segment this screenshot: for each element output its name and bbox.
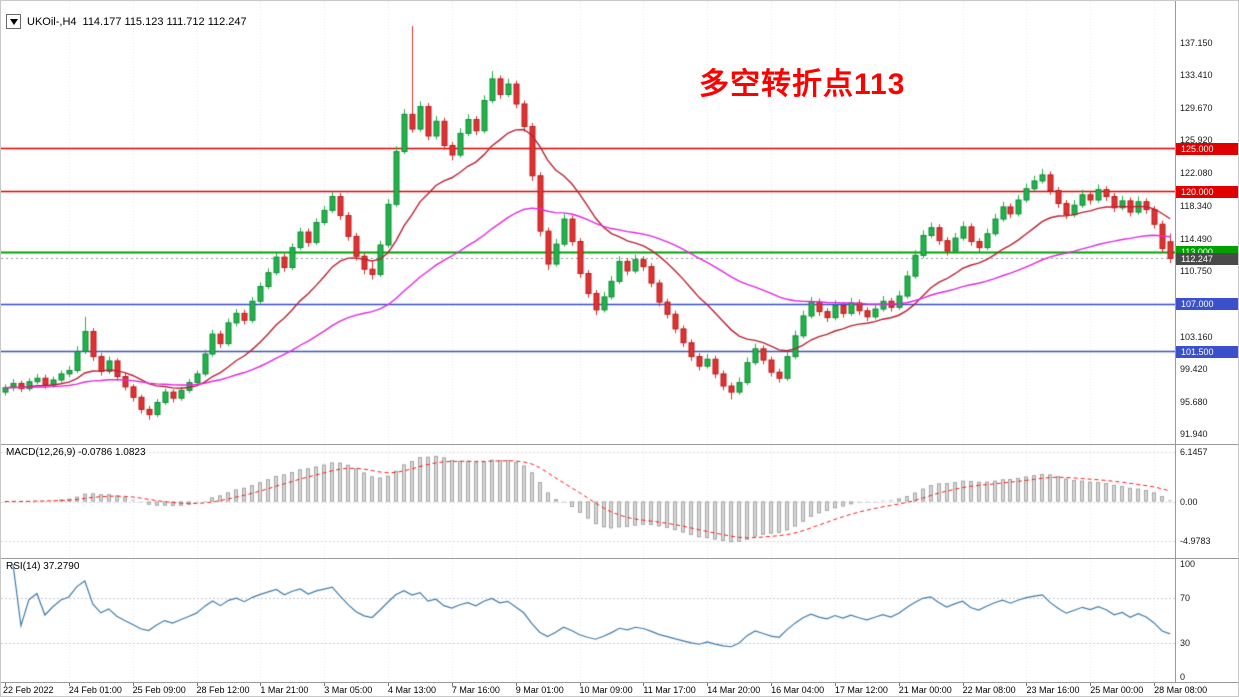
- time-axis-label: 22 Feb 2022: [3, 685, 54, 695]
- time-axis-label: 14 Mar 20:00: [707, 685, 761, 695]
- time-axis-label: 21 Mar 00:00: [898, 685, 952, 695]
- time-tick: [197, 683, 198, 686]
- time-tick: [324, 683, 325, 686]
- time-tick: [835, 683, 836, 686]
- time-axis-label: 10 Mar 09:00: [579, 685, 633, 695]
- price-axis-label: 125.920: [1180, 135, 1213, 146]
- time-tick: [69, 683, 70, 686]
- price-axis-label: 103.160: [1180, 332, 1213, 343]
- price-axis-label: 95.680: [1180, 396, 1208, 407]
- price-axis-label: 122.080: [1180, 168, 1213, 179]
- price-badge-120.000: 120.000: [1176, 185, 1238, 198]
- price-axis-label: 129.670: [1180, 102, 1213, 113]
- time-axis-label: 9 Mar 01:00: [515, 685, 564, 695]
- time-axis-label: 24 Feb 01:00: [68, 685, 122, 695]
- time-tick: [260, 683, 261, 686]
- time-axis-label: 25 Mar 00:00: [1090, 685, 1144, 695]
- time-axis-label: 17 Mar 12:00: [834, 685, 888, 695]
- macd-axis-label: 0.00: [1180, 496, 1198, 507]
- price-axis-label: 114.490: [1180, 234, 1212, 245]
- rsi-axis-label: 70: [1180, 592, 1191, 603]
- time-axis-label: 23 Mar 16:00: [1026, 685, 1080, 695]
- time-tick: [1154, 683, 1155, 686]
- time-axis-label: 3 Mar 05:00: [324, 685, 373, 695]
- macd-canvas[interactable]: [1, 445, 1175, 558]
- time-tick: [643, 683, 644, 686]
- price-axis-label: 99.420: [1180, 364, 1208, 375]
- time-axis-label: 11 Mar 17:00: [643, 685, 696, 695]
- time-tick: [452, 683, 453, 686]
- rsi-axis-label: 0: [1180, 672, 1186, 682]
- time-axis-label: 28 Feb 12:00: [196, 685, 250, 695]
- macd-axis-label: 6.1457: [1180, 447, 1208, 458]
- time-axis-label: 28 Mar 08:00: [1154, 685, 1208, 695]
- time-tick: [771, 683, 772, 686]
- rsi-axis-label: 100: [1180, 559, 1196, 569]
- macd-label: MACD(12,26,9) -0.0786 1.0823: [6, 447, 146, 458]
- price-badge-112.247: 112.247: [1176, 252, 1238, 265]
- symbol-bar: UKOil-,H4 114.177 115.123 111.712 112.24…: [6, 14, 247, 29]
- symbol-title: UKOil-,H4: [27, 15, 77, 28]
- time-tick: [963, 683, 964, 686]
- triangle-down-icon: [9, 18, 18, 25]
- time-tick: [388, 683, 389, 686]
- time-tick: [580, 683, 581, 686]
- time-tick: [1026, 683, 1027, 686]
- price-panel: UKOil-,H4 114.177 115.123 111.712 112.24…: [1, 1, 1238, 444]
- chart-annotation: 多空转折点113: [699, 68, 906, 101]
- time-axis-label: 1 Mar 21:00: [260, 685, 309, 695]
- macd-panel: MACD(12,26,9) -0.0786 1.0823: [1, 444, 1238, 558]
- time-axis-label: 22 Mar 08:00: [962, 685, 1016, 695]
- time-tick: [516, 683, 517, 686]
- rsi-canvas[interactable]: [1, 559, 1175, 682]
- price-axis-label: 137.150: [1180, 37, 1213, 48]
- rsi-label: RSI(14) 37.2790: [6, 561, 80, 572]
- price-axis-label: 91.940: [1180, 429, 1208, 440]
- price-axis-label: 118.340: [1180, 200, 1212, 211]
- time-tick: [707, 683, 708, 686]
- time-axis-label: 16 Mar 04:00: [771, 685, 825, 695]
- price-axis-label: 133.410: [1180, 70, 1213, 81]
- price-chart-canvas[interactable]: [1, 1, 1175, 444]
- time-axis[interactable]: [1, 682, 1238, 696]
- price-axis-label: 110.750: [1180, 266, 1212, 277]
- price-badge-101.500: 101.500: [1176, 345, 1238, 358]
- rsi-panel: RSI(14) 37.2790: [1, 558, 1238, 682]
- time-axis-label: 7 Mar 16:00: [451, 685, 500, 695]
- time-tick: [899, 683, 900, 686]
- symbol-ohlc: 114.177 115.123 111.712 112.247: [82, 15, 247, 28]
- chart-marker-icon: [6, 14, 21, 29]
- time-axis-label: 25 Feb 09:00: [132, 685, 186, 695]
- price-badge-125.000: 125.000: [1176, 142, 1238, 155]
- time-tick: [5, 683, 6, 686]
- price-badge-107.000: 107.000: [1176, 298, 1238, 311]
- price-axis-divider[interactable]: [1175, 1, 1176, 682]
- macd-axis-label: -4.9783: [1180, 536, 1211, 547]
- time-tick: [133, 683, 134, 686]
- time-tick: [1090, 683, 1091, 686]
- time-axis-label: 4 Mar 13:00: [388, 685, 437, 695]
- rsi-axis-label: 30: [1180, 638, 1191, 649]
